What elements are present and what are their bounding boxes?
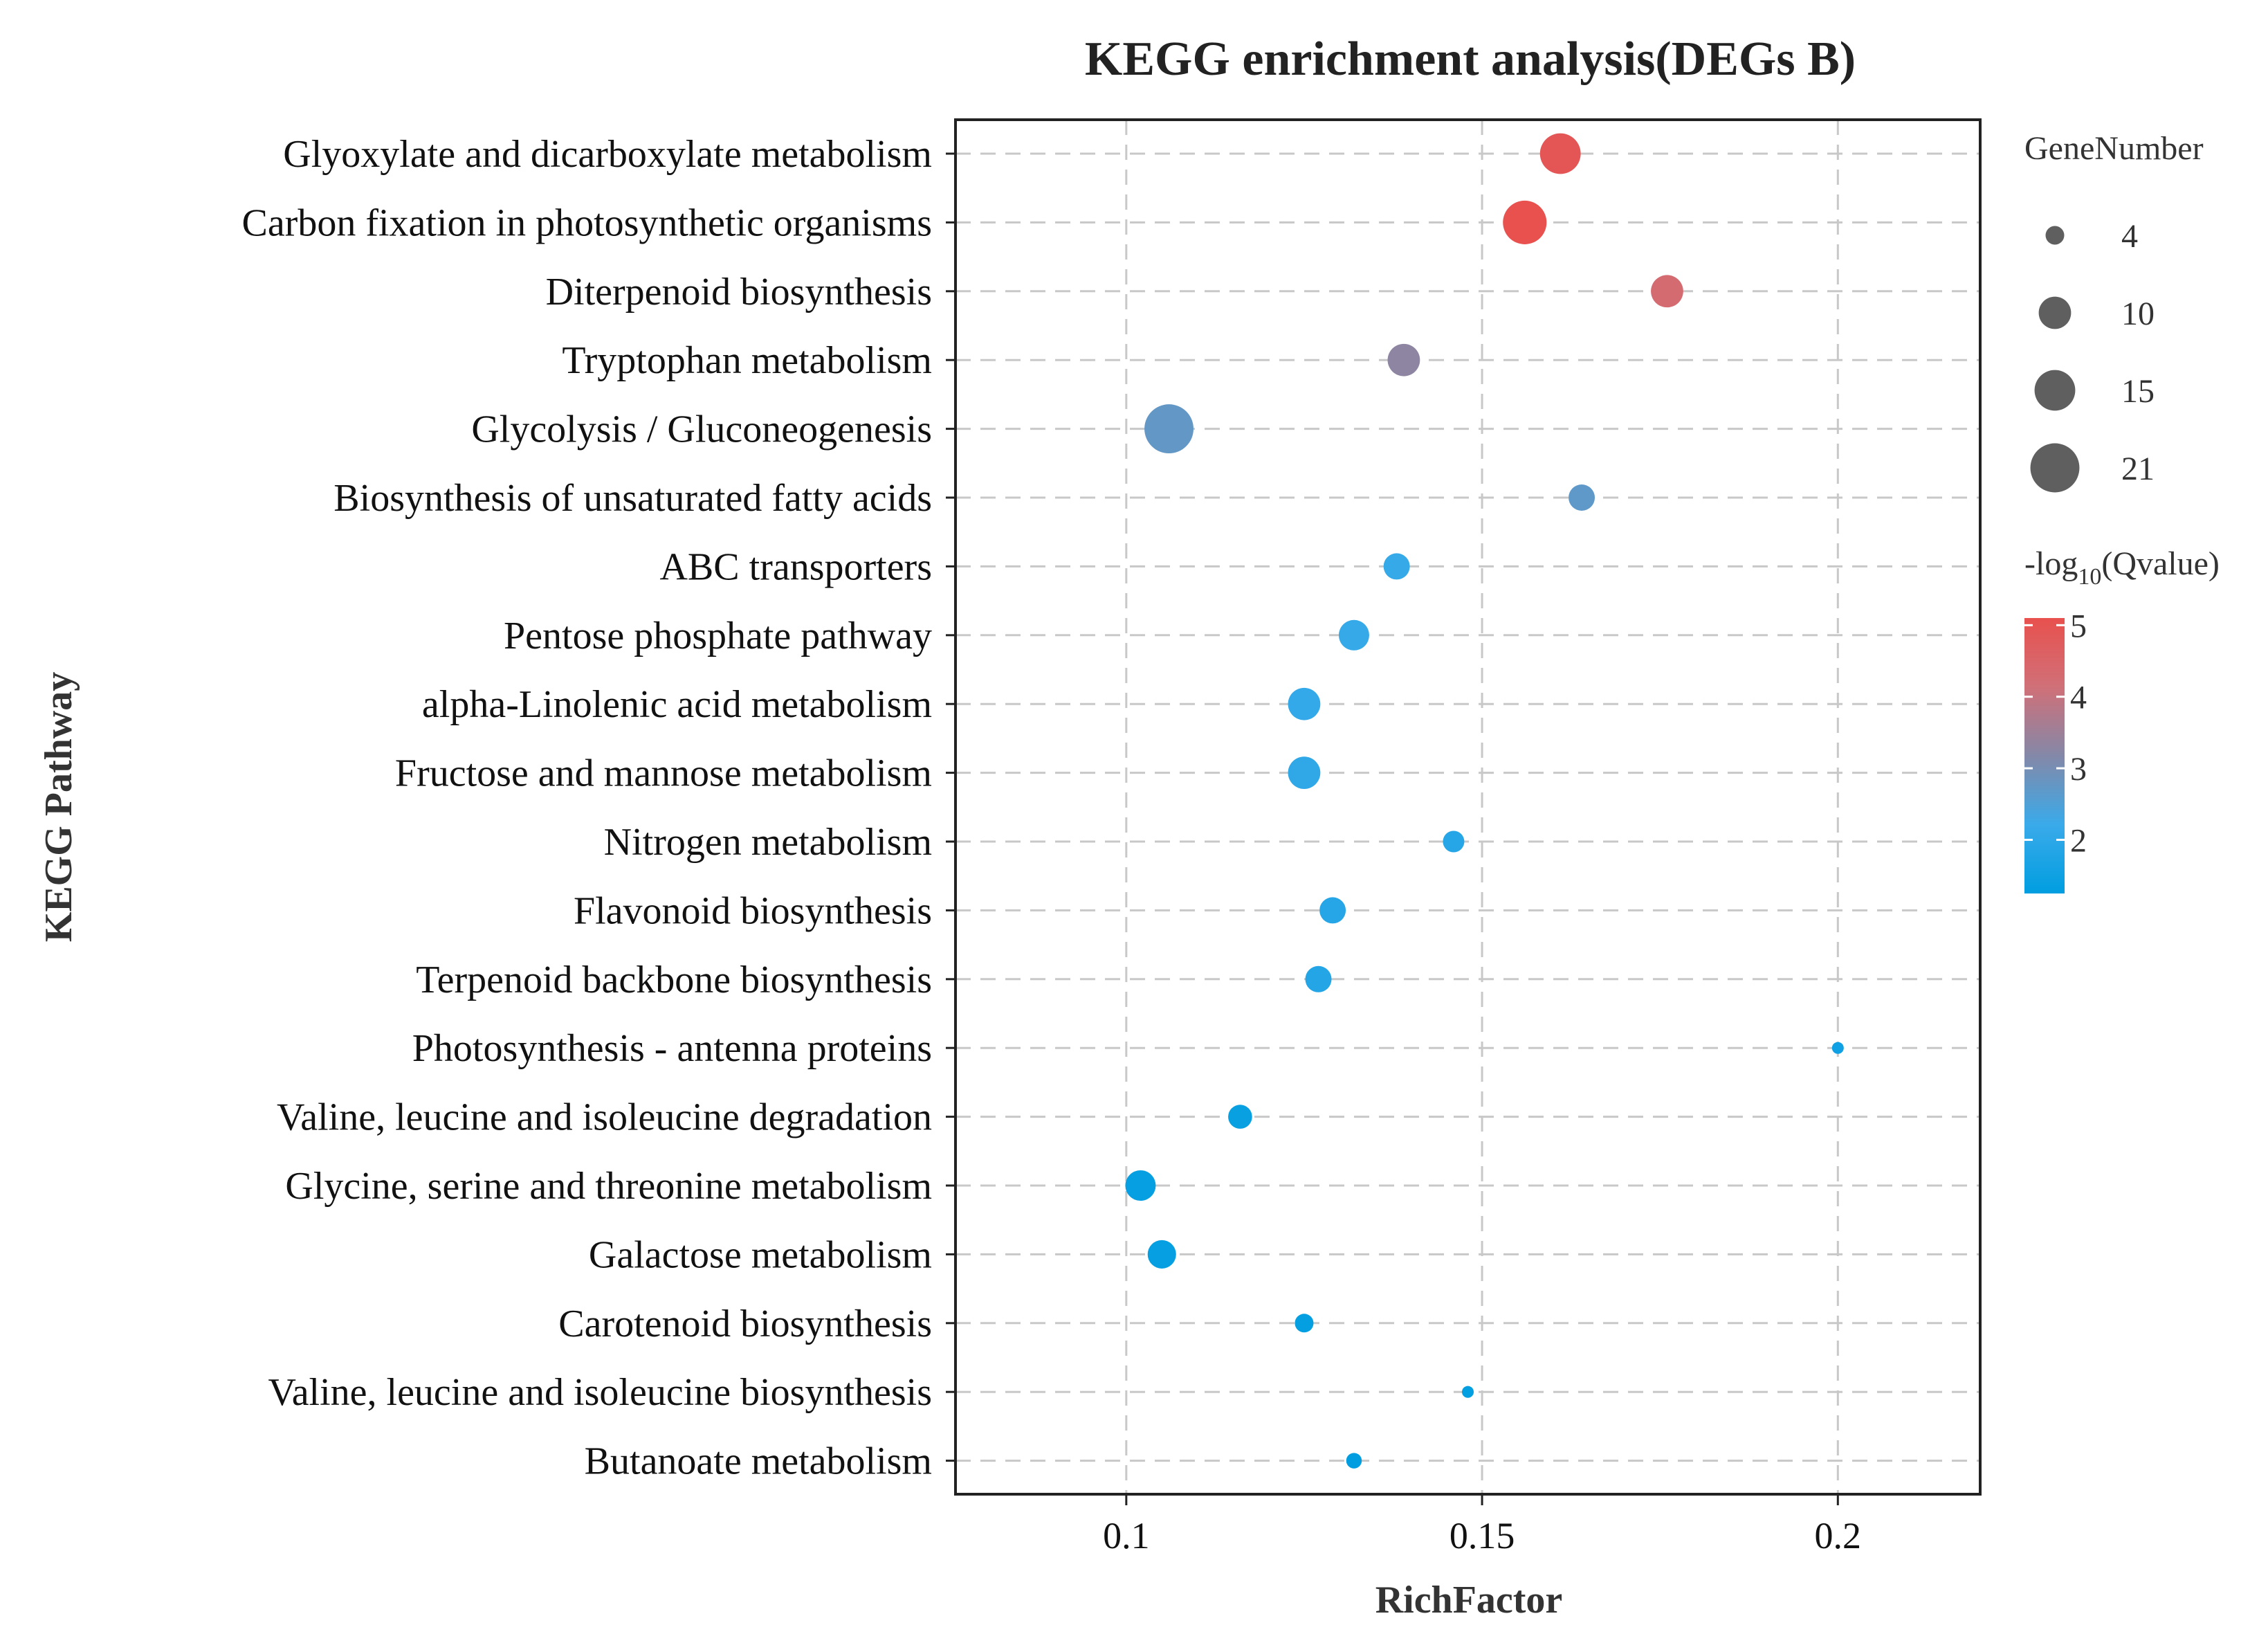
size-legend-dot bbox=[2030, 443, 2080, 493]
y-tick-label: Glycine, serine and threonine metabolism bbox=[285, 1165, 932, 1208]
y-tick-label: Galactose metabolism bbox=[589, 1233, 932, 1276]
color-legend-ticks: 2 3 4 5 bbox=[2024, 608, 2087, 859]
x-tick-label: 0.2 bbox=[1815, 1515, 1862, 1556]
data-point[interactable] bbox=[1288, 756, 1321, 789]
data-points bbox=[1125, 133, 1844, 1469]
size-legend-label: 10 bbox=[2121, 296, 2155, 332]
size-legend-dot bbox=[2034, 370, 2076, 411]
data-point[interactable] bbox=[1443, 830, 1465, 853]
data-point[interactable] bbox=[1147, 1240, 1176, 1269]
y-tick-label: Terpenoid backbone biosynthesis bbox=[416, 959, 932, 1001]
data-point[interactable] bbox=[1144, 404, 1194, 454]
x-ticks: 0.1 0.15 0.2 bbox=[1103, 1494, 1861, 1556]
size-legend-dot bbox=[2045, 226, 2065, 245]
data-point[interactable] bbox=[1288, 687, 1321, 720]
y-tick-label: alpha-Linolenic acid metabolism bbox=[422, 683, 932, 726]
size-legend-label: 21 bbox=[2121, 451, 2155, 487]
size-legend-label: 4 bbox=[2121, 218, 2138, 255]
data-point[interactable] bbox=[1295, 1314, 1314, 1333]
y-tick-label: Glyoxylate and dicarboxylate metabolism bbox=[283, 133, 932, 176]
y-tick-label: Pentose phosphate pathway bbox=[504, 615, 932, 657]
size-legend-title: GeneNumber bbox=[2024, 130, 2204, 167]
chart-title: KEGG enrichment analysis(DEGs B) bbox=[1085, 33, 1856, 86]
y-tick-label: Photosynthesis - antenna proteins bbox=[412, 1027, 932, 1070]
data-point[interactable] bbox=[1503, 200, 1547, 244]
color-legend-title: -log10(Qvalue) bbox=[2024, 545, 2220, 590]
data-point[interactable] bbox=[1228, 1105, 1252, 1129]
plot-panel bbox=[954, 118, 1982, 1496]
size-legend-items: 4 10 15 21 bbox=[2030, 218, 2155, 493]
data-point[interactable] bbox=[1651, 275, 1683, 308]
data-point[interactable] bbox=[1387, 343, 1420, 376]
size-legend-label: 15 bbox=[2121, 373, 2155, 410]
y-tick-label: Valine, leucine and isoleucine degradati… bbox=[277, 1096, 932, 1139]
y-axis-label: KEGG Pathway bbox=[37, 672, 80, 942]
data-point[interactable] bbox=[1346, 1453, 1362, 1469]
data-point[interactable] bbox=[1383, 553, 1410, 580]
color-legend-label: 4 bbox=[2070, 680, 2087, 716]
color-legend-label: 3 bbox=[2070, 751, 2087, 788]
y-tick-label: Glycolysis / Gluconeogenesis bbox=[471, 408, 932, 451]
data-point[interactable] bbox=[1319, 897, 1346, 924]
y-tick-label: Tryptophan metabolism bbox=[562, 339, 932, 382]
color-legend-title-subscript: 10 bbox=[2078, 564, 2101, 590]
y-tick-label: ABC transporters bbox=[659, 545, 932, 588]
grid-lines bbox=[955, 120, 1980, 1494]
color-legend: -log10(Qvalue) 2 3 4 5 bbox=[2024, 545, 2220, 893]
data-point[interactable] bbox=[1461, 1386, 1474, 1398]
data-point[interactable] bbox=[1305, 965, 1332, 992]
y-tick-label: Carbon fixation in photosynthetic organi… bbox=[241, 201, 932, 244]
y-tick-label: Valine, leucine and isoleucine biosynthe… bbox=[268, 1371, 932, 1414]
color-legend-title-suffix: (Qvalue) bbox=[2101, 545, 2220, 582]
y-tick-label: Fructose and mannose metabolism bbox=[395, 752, 932, 795]
data-point[interactable] bbox=[1831, 1042, 1844, 1054]
data-point[interactable] bbox=[1539, 133, 1581, 174]
size-legend: GeneNumber 4 10 15 21 bbox=[2024, 130, 2204, 493]
y-tick-label: Flavonoid biosynthesis bbox=[574, 889, 932, 932]
y-tick-label: Butanoate metabolism bbox=[585, 1440, 932, 1483]
x-tick-label: 0.1 bbox=[1103, 1515, 1150, 1556]
data-point[interactable] bbox=[1338, 619, 1369, 651]
color-legend-title-prefix: -log bbox=[2024, 545, 2078, 582]
y-tick-label: Carotenoid biosynthesis bbox=[558, 1302, 932, 1345]
size-legend-dot bbox=[2038, 296, 2072, 329]
x-tick-label: 0.15 bbox=[1449, 1515, 1515, 1556]
color-legend-label: 5 bbox=[2070, 608, 2087, 644]
data-point[interactable] bbox=[1125, 1170, 1156, 1201]
y-tick-label: Nitrogen metabolism bbox=[604, 821, 932, 864]
y-tick-labels: Glyoxylate and dicarboxylate metabolism C… bbox=[241, 133, 955, 1483]
y-tick-label: Diterpenoid biosynthesis bbox=[546, 271, 932, 314]
color-legend-bar bbox=[2024, 618, 2065, 893]
x-axis-label: RichFactor bbox=[1375, 1579, 1563, 1622]
data-point[interactable] bbox=[1569, 484, 1595, 511]
color-legend-label: 2 bbox=[2070, 822, 2087, 859]
y-tick-label: Biosynthesis of unsaturated fatty acids bbox=[333, 477, 932, 520]
